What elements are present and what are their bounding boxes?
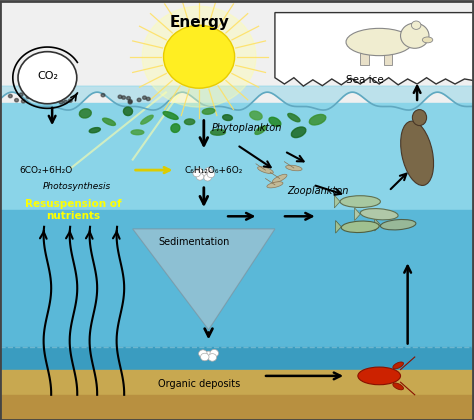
Circle shape — [30, 94, 34, 98]
Circle shape — [122, 96, 126, 99]
Circle shape — [59, 101, 63, 104]
Ellipse shape — [255, 126, 266, 134]
Circle shape — [142, 6, 256, 107]
Circle shape — [411, 21, 421, 29]
Circle shape — [143, 96, 146, 100]
Polygon shape — [336, 220, 341, 233]
Ellipse shape — [79, 109, 91, 118]
Ellipse shape — [358, 367, 401, 385]
Circle shape — [205, 168, 212, 174]
Circle shape — [199, 350, 207, 357]
Circle shape — [196, 173, 204, 180]
Ellipse shape — [412, 110, 427, 126]
Circle shape — [9, 94, 12, 98]
Ellipse shape — [267, 182, 283, 188]
Circle shape — [128, 100, 132, 103]
Ellipse shape — [401, 121, 434, 186]
Circle shape — [210, 349, 219, 357]
Ellipse shape — [141, 115, 153, 124]
Ellipse shape — [273, 174, 287, 183]
Circle shape — [207, 171, 215, 178]
Text: Photosynthesis: Photosynthesis — [43, 182, 111, 192]
Bar — [0, 395, 474, 420]
Polygon shape — [374, 218, 380, 231]
Bar — [0, 346, 474, 370]
Circle shape — [200, 171, 208, 178]
Ellipse shape — [184, 119, 195, 125]
Circle shape — [193, 170, 201, 177]
Ellipse shape — [310, 115, 326, 125]
Text: Sedimentation: Sedimentation — [159, 236, 230, 247]
Ellipse shape — [250, 111, 262, 120]
Circle shape — [128, 101, 132, 104]
Ellipse shape — [346, 29, 412, 55]
Circle shape — [204, 174, 211, 181]
Polygon shape — [133, 229, 275, 330]
Circle shape — [201, 353, 209, 361]
Circle shape — [127, 97, 130, 100]
Circle shape — [118, 95, 122, 98]
Circle shape — [68, 99, 72, 102]
Circle shape — [164, 25, 235, 88]
Circle shape — [15, 98, 18, 102]
Ellipse shape — [360, 209, 398, 220]
Polygon shape — [355, 208, 360, 221]
Circle shape — [21, 100, 25, 103]
Circle shape — [64, 100, 67, 104]
Circle shape — [26, 95, 30, 99]
Ellipse shape — [102, 118, 116, 126]
Ellipse shape — [422, 37, 433, 43]
Ellipse shape — [89, 128, 100, 133]
Text: Phytoplankton: Phytoplankton — [211, 123, 282, 133]
Circle shape — [195, 168, 203, 175]
Ellipse shape — [292, 127, 306, 138]
Ellipse shape — [393, 383, 403, 390]
Polygon shape — [334, 195, 340, 208]
Circle shape — [146, 97, 150, 101]
Ellipse shape — [210, 129, 226, 135]
Bar — [384, 48, 392, 65]
Circle shape — [52, 97, 55, 100]
Text: C₆H₁₂O₆+6O₂: C₆H₁₂O₆+6O₂ — [185, 165, 243, 175]
Ellipse shape — [223, 115, 232, 121]
Circle shape — [208, 354, 217, 361]
Bar — [0, 0, 474, 103]
Bar — [0, 210, 474, 346]
Ellipse shape — [163, 112, 178, 119]
Ellipse shape — [131, 130, 144, 135]
Text: CO₂: CO₂ — [37, 71, 58, 81]
Circle shape — [204, 351, 213, 359]
Ellipse shape — [393, 362, 403, 369]
Text: Energy: Energy — [169, 15, 229, 30]
Ellipse shape — [288, 113, 300, 122]
Circle shape — [137, 98, 141, 102]
Ellipse shape — [171, 124, 180, 132]
Polygon shape — [275, 13, 474, 86]
Bar — [0, 103, 474, 210]
Ellipse shape — [340, 196, 380, 207]
Text: Zooplankton: Zooplankton — [287, 186, 348, 196]
Ellipse shape — [286, 165, 302, 171]
Text: 6CO₂+6H₂O: 6CO₂+6H₂O — [19, 165, 72, 175]
Ellipse shape — [123, 107, 133, 116]
Bar — [0, 370, 474, 420]
Ellipse shape — [257, 167, 273, 173]
Circle shape — [19, 93, 23, 96]
Ellipse shape — [341, 221, 379, 233]
Ellipse shape — [269, 117, 281, 126]
Text: Organic deposits: Organic deposits — [158, 379, 240, 389]
Bar — [360, 48, 369, 65]
Ellipse shape — [381, 220, 416, 230]
Circle shape — [101, 94, 105, 97]
Circle shape — [18, 52, 77, 104]
Circle shape — [56, 98, 60, 102]
Circle shape — [401, 23, 429, 48]
Text: Sea ice: Sea ice — [346, 75, 384, 85]
Text: Resuspension of
nutrients: Resuspension of nutrients — [25, 199, 122, 221]
Ellipse shape — [202, 108, 215, 114]
